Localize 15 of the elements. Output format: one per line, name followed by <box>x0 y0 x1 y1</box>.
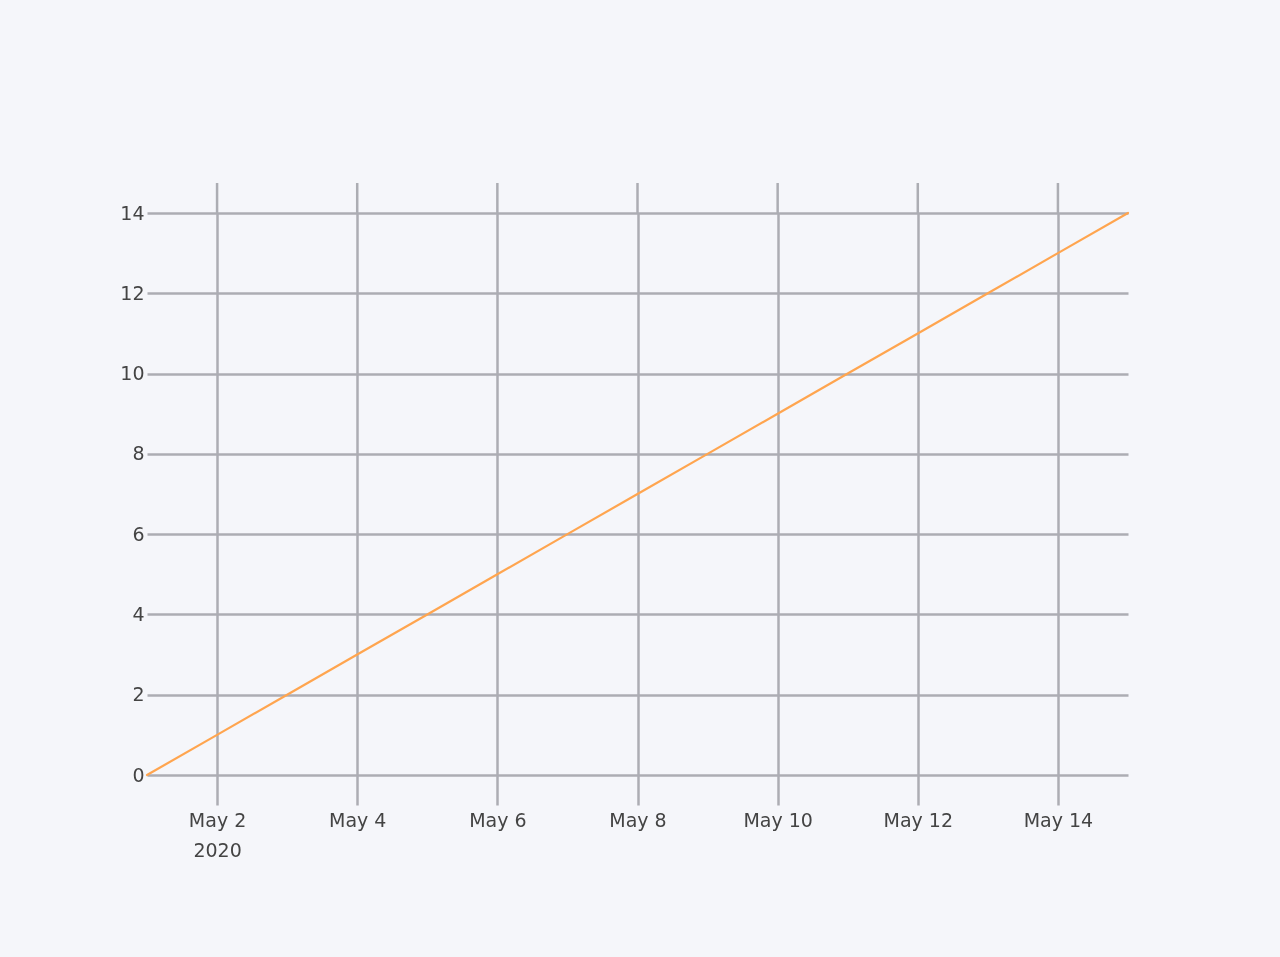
x-tick-label: May 12 <box>883 808 954 831</box>
y-tick-label: 0 <box>132 763 145 786</box>
x-tick-label: May 8 <box>609 808 667 831</box>
y-tick-label: 12 <box>120 281 145 304</box>
y-tick-label: 14 <box>120 201 145 224</box>
y-tick-label: 4 <box>132 602 145 625</box>
x-tick-label: May 14 <box>1023 808 1094 831</box>
x-tick-label: May 4 <box>329 808 387 831</box>
y-tick-label: 6 <box>132 522 145 545</box>
x-tick-label: May 10 <box>743 808 813 831</box>
x-tick-label: May 2 2020 <box>188 808 247 861</box>
y-tick-label: 10 <box>120 362 145 385</box>
y-tick-label: 2 <box>132 683 145 706</box>
x-tick-label: May 6 <box>469 808 527 831</box>
y-tick-label: 8 <box>132 442 145 465</box>
